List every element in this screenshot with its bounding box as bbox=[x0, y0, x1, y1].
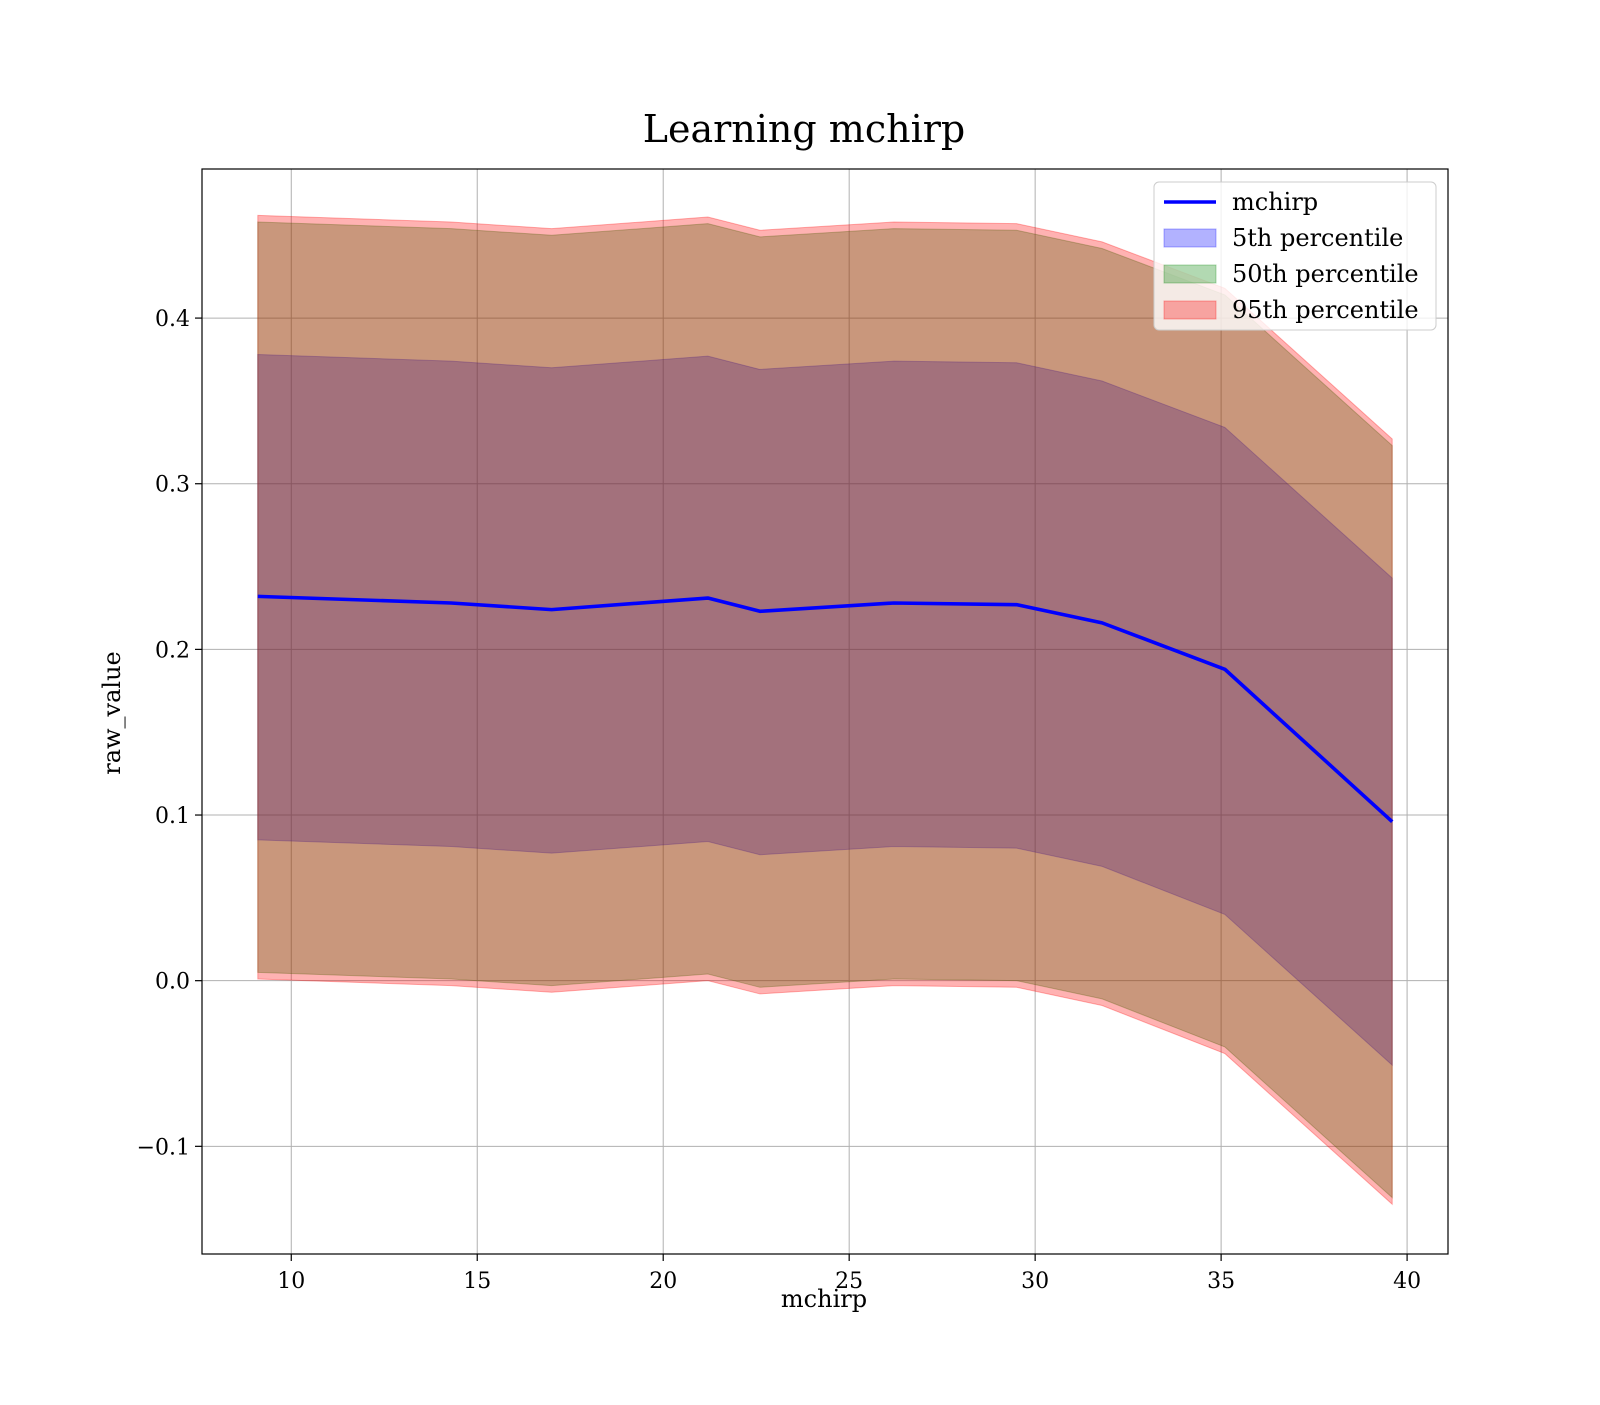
y-tick-label: 0.0 bbox=[155, 970, 190, 995]
legend: mchirp 5th percentile 50th percentile 95th … bbox=[1153, 181, 1437, 331]
y-tick-label: 0.1 bbox=[155, 804, 190, 829]
series-lines bbox=[257, 594, 1394, 823]
y-tick-label: 0.2 bbox=[155, 638, 190, 663]
plot-frame bbox=[201, 168, 1449, 1255]
legend-label-mchirp: mchirp bbox=[1232, 188, 1318, 216]
band-50th-percentile bbox=[257, 221, 1393, 1199]
legend-label-50th-percentile: 50th percentile bbox=[1232, 260, 1419, 288]
y-tick-label: −0.1 bbox=[137, 1135, 190, 1160]
legend-label-5th-percentile: 5th percentile bbox=[1232, 224, 1403, 252]
grid bbox=[202, 169, 1448, 1254]
legend-swatch-50th-percentile bbox=[1163, 264, 1217, 284]
y-tick-label: 0.3 bbox=[155, 473, 190, 498]
x-tick-label: 20 bbox=[649, 1269, 677, 1294]
band-5th-percentile bbox=[257, 354, 1393, 1067]
series-line-mchirp bbox=[257, 594, 1394, 823]
axis-ticks: 10 15 20 25 30 35 40 −0.1 0.0 0.1 0.2 0.3 0.4 bbox=[137, 307, 1422, 1294]
legend-swatch-95th-percentile bbox=[1163, 300, 1217, 320]
chart-title: Learning mchirp bbox=[643, 107, 965, 151]
band-95th-percentile bbox=[257, 214, 1393, 1206]
x-tick-label: 25 bbox=[835, 1269, 863, 1294]
y-axis-label: raw_value bbox=[98, 651, 126, 775]
x-axis-label: mchirp bbox=[781, 1285, 867, 1313]
legend-label-95th-percentile: 95th percentile bbox=[1232, 296, 1419, 324]
legend-box bbox=[1153, 181, 1437, 331]
x-tick-label: 30 bbox=[1021, 1269, 1049, 1294]
x-tick-label: 35 bbox=[1207, 1269, 1235, 1294]
y-tick-label: 0.4 bbox=[155, 307, 190, 332]
percentile-bands bbox=[257, 214, 1393, 1206]
x-tick-label: 40 bbox=[1393, 1269, 1421, 1294]
x-tick-label: 15 bbox=[463, 1269, 491, 1294]
legend-swatch-5th-percentile bbox=[1163, 228, 1217, 248]
x-tick-label: 10 bbox=[277, 1269, 305, 1294]
